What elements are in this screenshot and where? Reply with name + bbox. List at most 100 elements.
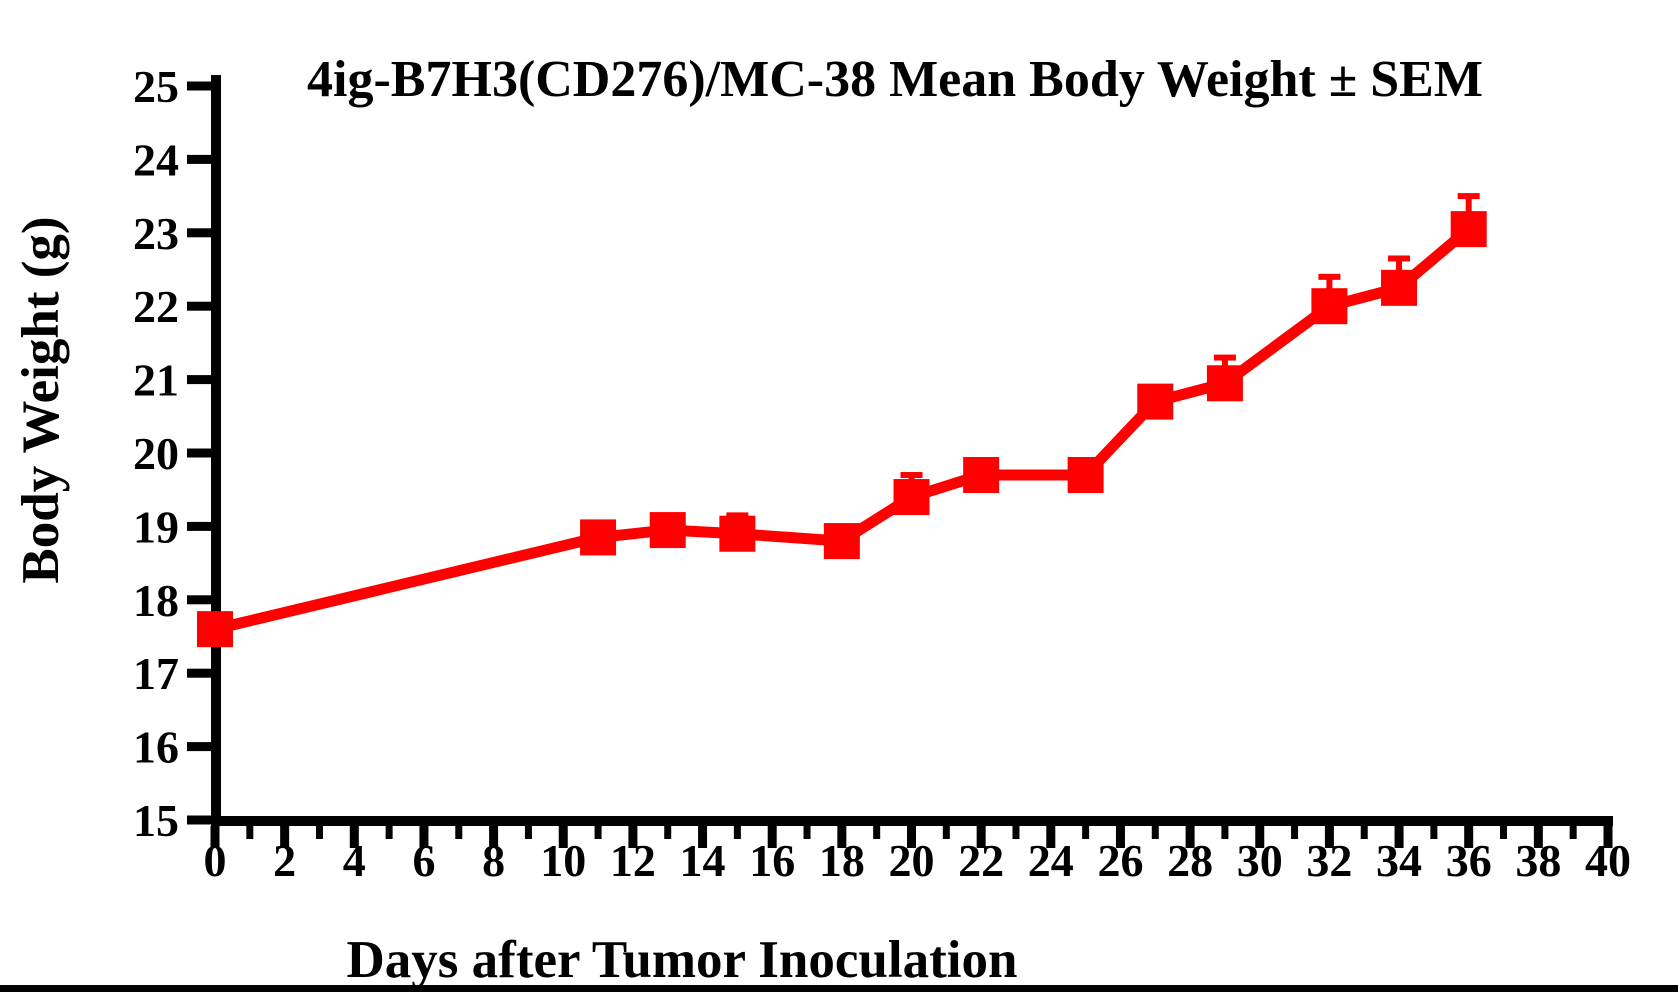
y-axis-spine (211, 75, 221, 826)
x-tick-minor (1012, 826, 1020, 839)
data-point-marker (893, 479, 930, 516)
data-point-marker (823, 523, 860, 560)
error-bar-cap (1213, 354, 1236, 361)
data-point-marker (1137, 383, 1174, 420)
x-tick (489, 826, 499, 848)
data-point-marker (1206, 365, 1243, 402)
x-tick (210, 826, 220, 848)
y-tick (187, 742, 211, 752)
x-tick-minor (1430, 826, 1438, 839)
y-tick-label: 16 (133, 722, 179, 773)
x-tick-label: 8 (482, 835, 505, 886)
y-tick-label: 24 (133, 134, 179, 185)
data-point-marker (1450, 211, 1487, 248)
x-tick-minor (733, 826, 741, 839)
x-tick (1255, 826, 1265, 848)
x-tick-label: 18 (819, 835, 865, 886)
error-bar-cap (1457, 193, 1480, 200)
data-point-marker (197, 611, 233, 648)
x-tick-minor (664, 826, 672, 839)
data-point-marker (1381, 269, 1418, 306)
x-tick-minor (1500, 826, 1508, 839)
chart-title: 4ig-B7H3(CD276)/MC-38 Mean Body Weight ±… (307, 51, 1483, 108)
x-tick-label: 26 (1097, 835, 1143, 886)
series-line (213, 224, 1473, 635)
x-tick-label: 14 (680, 835, 726, 886)
x-tick-minor (1360, 826, 1368, 839)
x-tick-label: 12 (610, 835, 656, 886)
error-bar-cap (1318, 273, 1341, 280)
error-bar-cap (900, 472, 923, 479)
data-point-marker (580, 519, 617, 556)
y-tick (187, 815, 211, 825)
x-tick-minor (246, 826, 254, 839)
x-tick-label: 22 (958, 835, 1004, 886)
y-tick (187, 668, 211, 678)
x-axis-title: Days after Tumor Inoculation (347, 931, 1018, 989)
x-tick-label: 4 (343, 835, 366, 886)
y-tick-label: 21 (133, 355, 179, 406)
x-tick (1464, 826, 1474, 848)
x-tick-label: 32 (1306, 835, 1352, 886)
error-bar-cap (1388, 255, 1411, 262)
x-tick-minor (942, 826, 950, 839)
x-tick-label: 40 (1585, 835, 1631, 886)
x-tick-minor (455, 826, 463, 839)
x-tick-minor (315, 826, 323, 839)
bottom-border-bar (0, 985, 1678, 992)
x-tick-label: 34 (1376, 835, 1422, 886)
x-tick-minor (873, 826, 881, 839)
x-tick (1603, 826, 1613, 848)
x-tick (1046, 826, 1056, 848)
y-tick-label: 15 (133, 795, 179, 846)
x-tick-minor (385, 826, 393, 839)
x-tick (1115, 826, 1125, 848)
y-tick-label: 25 (133, 61, 179, 112)
x-tick (349, 826, 359, 848)
x-tick-label: 30 (1237, 835, 1283, 886)
x-tick-label: 10 (540, 835, 586, 886)
x-tick-label: 28 (1167, 835, 1213, 886)
data-point-marker (1311, 288, 1348, 325)
x-tick (698, 826, 708, 848)
data-point-marker (649, 512, 686, 549)
x-tick-minor (594, 826, 602, 839)
data-point-marker (1067, 457, 1104, 494)
error-bar-cap (726, 512, 749, 519)
y-tick-label: 20 (133, 428, 179, 479)
x-tick-label: 6 (412, 835, 435, 886)
x-tick (558, 826, 568, 848)
y-tick (187, 375, 211, 385)
x-tick-minor (1569, 826, 1577, 839)
x-tick (1533, 826, 1543, 848)
series-mean-body-weight (197, 193, 1487, 648)
x-tick-minor (1291, 826, 1299, 839)
x-tick-minor (1221, 826, 1229, 839)
y-tick (187, 228, 211, 238)
x-tick (280, 826, 290, 848)
y-tick-label: 22 (133, 281, 179, 332)
x-tick (1324, 826, 1334, 848)
y-tick-label: 23 (133, 208, 179, 259)
x-tick (419, 826, 429, 848)
x-tick-label: 36 (1446, 835, 1492, 886)
y-tick-label: 17 (133, 648, 179, 699)
data-point-marker (719, 515, 756, 552)
x-axis-spine (211, 816, 1613, 826)
x-tick (907, 826, 916, 848)
x-tick-label: 24 (1028, 835, 1074, 886)
x-tick (1394, 826, 1404, 848)
y-tick (187, 595, 211, 605)
x-tick-minor (524, 826, 532, 839)
y-tick (187, 521, 211, 531)
y-tick (187, 154, 211, 164)
x-tick (837, 826, 847, 848)
y-axis-title: Body Weight (g) (12, 216, 70, 583)
x-tick (628, 826, 638, 848)
y-tick (187, 448, 211, 458)
x-tick-minor (1151, 826, 1159, 839)
y-tick-label: 19 (133, 501, 179, 552)
